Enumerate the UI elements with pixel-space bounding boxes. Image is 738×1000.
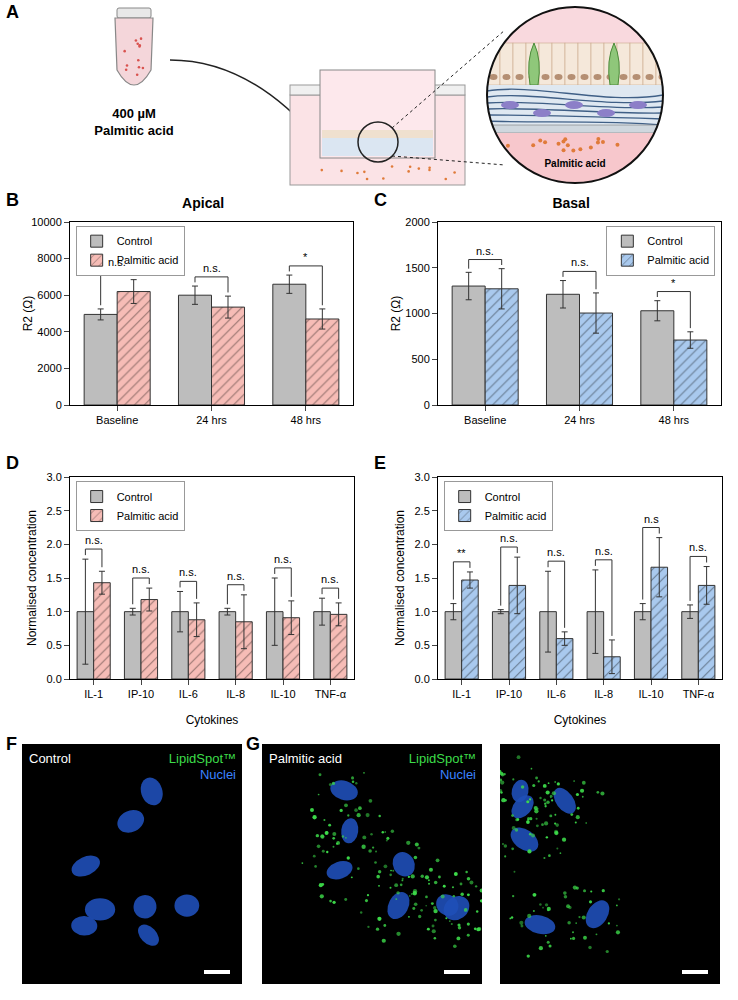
svg-text:2.5: 2.5 xyxy=(415,505,430,517)
svg-text:IL-6: IL-6 xyxy=(547,688,566,700)
svg-text:IL-1: IL-1 xyxy=(452,688,471,700)
html-text:D: D xyxy=(6,453,19,473)
svg-text:1.5: 1.5 xyxy=(47,572,62,584)
svg-text:n.s.: n.s. xyxy=(108,256,126,268)
svg-text:IL-8: IL-8 xyxy=(594,688,613,700)
svg-text:Palmitic acid: Palmitic acid xyxy=(117,510,179,522)
svg-text:2000: 2000 xyxy=(405,216,429,228)
svg-text:n.s.: n.s. xyxy=(689,541,707,553)
svg-text:Palmitic acid: Palmitic acid xyxy=(269,751,342,766)
svg-text:6000: 6000 xyxy=(37,289,61,301)
svg-text:n.s.: n.s. xyxy=(321,573,339,585)
svg-text:n.s: n.s xyxy=(644,513,659,525)
svg-text:0.5: 0.5 xyxy=(415,639,430,651)
svg-text:Control: Control xyxy=(485,491,520,503)
svg-text:1.0: 1.0 xyxy=(415,606,430,618)
svg-text:Basal: Basal xyxy=(552,195,589,211)
svg-text:IL-10: IL-10 xyxy=(270,688,295,700)
svg-text:n.s.: n.s. xyxy=(179,566,197,578)
svg-text:Baseline: Baseline xyxy=(464,414,506,426)
svg-text:**: ** xyxy=(457,547,466,559)
svg-text:2.0: 2.0 xyxy=(47,538,62,550)
svg-text:n.s.: n.s. xyxy=(476,245,494,257)
svg-text:n.s.: n.s. xyxy=(500,532,518,544)
svg-text:IL-1: IL-1 xyxy=(84,688,103,700)
svg-text:IL-6: IL-6 xyxy=(179,688,198,700)
svg-text:n.s.: n.s. xyxy=(274,553,292,565)
svg-text:*: * xyxy=(303,251,308,263)
svg-text:3.0: 3.0 xyxy=(47,471,62,483)
svg-text:LipidSpot™: LipidSpot™ xyxy=(169,751,236,766)
svg-text:Normalised concentration: Normalised concentration xyxy=(393,510,407,646)
svg-text:Normalised concentration: Normalised concentration xyxy=(25,510,39,646)
svg-text:0: 0 xyxy=(424,399,430,411)
svg-text:2.5: 2.5 xyxy=(47,505,62,517)
html-text:E: E xyxy=(374,453,386,473)
svg-text:n.s.: n.s. xyxy=(227,570,245,582)
svg-text:n.s.: n.s. xyxy=(132,563,150,575)
svg-text:Control: Control xyxy=(29,751,71,766)
svg-text:48 hrs: 48 hrs xyxy=(659,414,690,426)
svg-text:0.0: 0.0 xyxy=(47,673,62,685)
svg-text:Baseline: Baseline xyxy=(96,414,138,426)
svg-text:n.s.: n.s. xyxy=(571,256,589,268)
svg-text:Apical: Apical xyxy=(182,195,224,211)
svg-text:500: 500 xyxy=(411,353,429,365)
svg-text:10000: 10000 xyxy=(31,216,62,228)
svg-text:Palmitic acid: Palmitic acid xyxy=(485,510,547,522)
svg-text:24 hrs: 24 hrs xyxy=(196,414,227,426)
svg-text:1.5: 1.5 xyxy=(415,572,430,584)
svg-text:Cytokines: Cytokines xyxy=(186,713,239,727)
svg-text:Palmitic acid: Palmitic acid xyxy=(544,158,605,169)
svg-text:R2 (Ω): R2 (Ω) xyxy=(21,296,35,332)
svg-text:0.5: 0.5 xyxy=(47,639,62,651)
svg-text:8000: 8000 xyxy=(37,252,61,264)
svg-text:2000: 2000 xyxy=(37,362,61,374)
svg-text:Palmitic acid: Palmitic acid xyxy=(94,123,174,138)
svg-text:IP-10: IP-10 xyxy=(496,688,522,700)
svg-text:2.0: 2.0 xyxy=(415,538,430,550)
svg-text:n.s.: n.s. xyxy=(595,545,613,557)
svg-text:IP-10: IP-10 xyxy=(128,688,154,700)
svg-text:Palmitic acid: Palmitic acid xyxy=(647,254,709,266)
svg-text:*: * xyxy=(671,277,676,289)
svg-text:1500: 1500 xyxy=(405,262,429,274)
svg-text:0.0: 0.0 xyxy=(415,673,430,685)
svg-text:Cytokines: Cytokines xyxy=(554,713,607,727)
svg-text:TNF-α: TNF-α xyxy=(683,688,715,700)
svg-text:Palmitic acid: Palmitic acid xyxy=(117,254,179,266)
svg-text:LipidSpot™: LipidSpot™ xyxy=(409,751,476,766)
html-text:G: G xyxy=(246,734,260,754)
svg-text:n.s.: n.s. xyxy=(203,262,221,274)
svg-text:IL-10: IL-10 xyxy=(638,688,663,700)
svg-text:3.0: 3.0 xyxy=(415,471,430,483)
svg-text:24 hrs: 24 hrs xyxy=(564,414,595,426)
html-text:F: F xyxy=(6,734,17,754)
svg-text:n.s.: n.s. xyxy=(85,534,103,546)
svg-text:1.0: 1.0 xyxy=(47,606,62,618)
svg-text:Nuclei: Nuclei xyxy=(200,767,236,782)
html-text:B: B xyxy=(6,190,19,210)
svg-text:TNF-α: TNF-α xyxy=(315,688,347,700)
svg-text:1000: 1000 xyxy=(405,307,429,319)
svg-text:400 µM: 400 µM xyxy=(112,106,156,121)
svg-text:4000: 4000 xyxy=(37,326,61,338)
svg-text:R2 (Ω): R2 (Ω) xyxy=(389,296,403,332)
html-text:A: A xyxy=(6,2,19,22)
svg-text:48 hrs: 48 hrs xyxy=(291,414,322,426)
svg-text:IL-8: IL-8 xyxy=(226,688,245,700)
svg-text:Control: Control xyxy=(647,235,682,247)
svg-text:n.s.: n.s. xyxy=(547,546,565,558)
svg-text:Control: Control xyxy=(117,235,152,247)
svg-text:0: 0 xyxy=(56,399,62,411)
svg-text:Control: Control xyxy=(117,491,152,503)
svg-text:Nuclei: Nuclei xyxy=(440,767,476,782)
html-text:C: C xyxy=(374,190,387,210)
